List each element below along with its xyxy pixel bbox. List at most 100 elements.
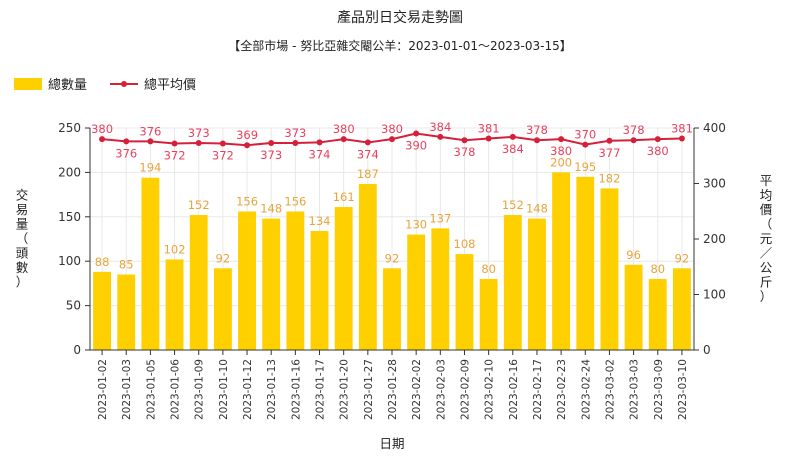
- line-point[interactable]: [99, 136, 106, 143]
- bar[interactable]: [672, 268, 691, 350]
- bar-value-label: 182: [598, 171, 620, 185]
- line-point[interactable]: [654, 136, 661, 143]
- line-value-label: 373: [260, 148, 282, 162]
- y-axis-title: 交易量（頭數）: [16, 188, 29, 290]
- x-tick-label: 2023-03-02: [604, 359, 616, 420]
- bar[interactable]: [141, 177, 160, 350]
- line-point[interactable]: [485, 135, 492, 142]
- bar[interactable]: [213, 268, 232, 350]
- x-tick-label: 2023-03-10: [677, 359, 689, 420]
- bar[interactable]: [503, 215, 522, 350]
- bar-value-label: 161: [333, 190, 355, 204]
- line-point[interactable]: [364, 139, 371, 146]
- bar[interactable]: [600, 188, 619, 350]
- x-tick-label: 2023-01-12: [242, 359, 254, 420]
- line-value-label: 380: [647, 144, 669, 158]
- legend-item-avg-price[interactable]: 總平均價: [110, 77, 196, 93]
- line-value-label: 381: [671, 122, 693, 136]
- bar-value-label: 80: [481, 262, 496, 276]
- x-tick-label: 2023-01-10: [218, 359, 230, 420]
- line-point[interactable]: [340, 136, 347, 143]
- bar-value-label: 187: [357, 167, 379, 181]
- bar[interactable]: [431, 228, 450, 350]
- line-point[interactable]: [558, 136, 565, 143]
- line-value-label: 370: [574, 128, 596, 142]
- line-point[interactable]: [268, 139, 275, 146]
- x-tick-label: 2023-01-02: [97, 359, 109, 420]
- line-point[interactable]: [509, 133, 516, 140]
- line-point[interactable]: [437, 133, 444, 140]
- line-value-label: 384: [502, 142, 524, 156]
- line-value-label: 376: [115, 146, 137, 160]
- line-point[interactable]: [678, 135, 685, 142]
- axes: 0 50 100 150 200 250 0 100 200 300 400 2023-01-02 20…: [58, 121, 726, 420]
- bar[interactable]: [576, 176, 595, 350]
- x-tick-label: 2023-02-16: [508, 359, 520, 420]
- bar-value-label: 156: [284, 194, 306, 208]
- y2-tick-label: 400: [703, 121, 726, 135]
- bar[interactable]: [165, 259, 184, 350]
- bar[interactable]: [334, 207, 353, 350]
- line-point[interactable]: [195, 139, 202, 146]
- x-tick-label: 2023-01-16: [290, 359, 302, 420]
- bar-value-label: 152: [188, 198, 210, 212]
- line-value-label: 378: [526, 123, 548, 137]
- legend-label-avg-price: 總平均價: [144, 77, 196, 93]
- x-tick-label: 2023-01-17: [315, 359, 327, 420]
- bar[interactable]: [358, 183, 377, 350]
- bar-value-label: 92: [216, 251, 231, 265]
- line-point[interactable]: [316, 139, 323, 146]
- y-tick-label: 50: [66, 299, 81, 313]
- bar[interactable]: [286, 211, 305, 350]
- line-value-label: 374: [309, 147, 331, 161]
- line-point[interactable]: [123, 138, 130, 145]
- line-value-label: 390: [405, 139, 427, 153]
- line-point[interactable]: [389, 136, 395, 143]
- line-point[interactable]: [171, 140, 178, 147]
- y2-axis-title: 平均價（元／公斤）: [760, 173, 773, 304]
- line-point[interactable]: [606, 137, 613, 144]
- line-value-label: 373: [188, 126, 210, 140]
- line-value-label: 376: [139, 124, 161, 138]
- chart-title: 產品別日交易走勢圖: [337, 9, 463, 26]
- x-tick-label: 2023-02-23: [556, 359, 568, 420]
- x-tick-label: 2023-01-09: [194, 359, 206, 420]
- bar-value-label: 134: [309, 214, 331, 228]
- bar[interactable]: [93, 271, 112, 350]
- line-point[interactable]: [244, 142, 251, 149]
- bar-value-label: 102: [164, 242, 186, 256]
- y2-tick-label: 0: [703, 343, 711, 357]
- bar-value-label: 80: [650, 262, 665, 276]
- bar-value-label: 152: [502, 198, 524, 212]
- bar[interactable]: [528, 218, 546, 350]
- bar[interactable]: [117, 274, 136, 350]
- line-value-label: 384: [429, 120, 451, 134]
- bar[interactable]: [455, 254, 474, 350]
- bar[interactable]: [479, 278, 498, 350]
- line-point[interactable]: [630, 137, 637, 144]
- line-point[interactable]: [533, 137, 540, 144]
- line-point[interactable]: [147, 138, 154, 145]
- y2-tick-label: 200: [703, 232, 726, 246]
- bar[interactable]: [383, 268, 401, 350]
- legend-item-quantity[interactable]: 總數量: [14, 77, 87, 93]
- line-point[interactable]: [413, 130, 420, 137]
- bar[interactable]: [189, 215, 208, 350]
- bar[interactable]: [624, 264, 643, 350]
- bar[interactable]: [310, 231, 329, 350]
- chart-subtitle: 【全部市場 - 努比亞雜交閹公羊：2023-01-01～2023-03-15】: [228, 38, 571, 53]
- line-value-label: 374: [357, 147, 379, 161]
- bar[interactable]: [552, 172, 571, 350]
- x-tick-label: 2023-01-27: [363, 359, 375, 420]
- line-point[interactable]: [582, 141, 589, 148]
- bar-value-label: 194: [139, 161, 161, 175]
- bar[interactable]: [238, 211, 256, 350]
- bar[interactable]: [262, 218, 281, 350]
- legend[interactable]: 總數量 總平均價: [14, 77, 196, 93]
- line-point[interactable]: [292, 139, 299, 146]
- line-point[interactable]: [461, 137, 468, 144]
- line-point[interactable]: [219, 140, 226, 147]
- bar[interactable]: [648, 278, 667, 350]
- bar[interactable]: [407, 234, 426, 350]
- bar-value-label: 96: [626, 248, 641, 262]
